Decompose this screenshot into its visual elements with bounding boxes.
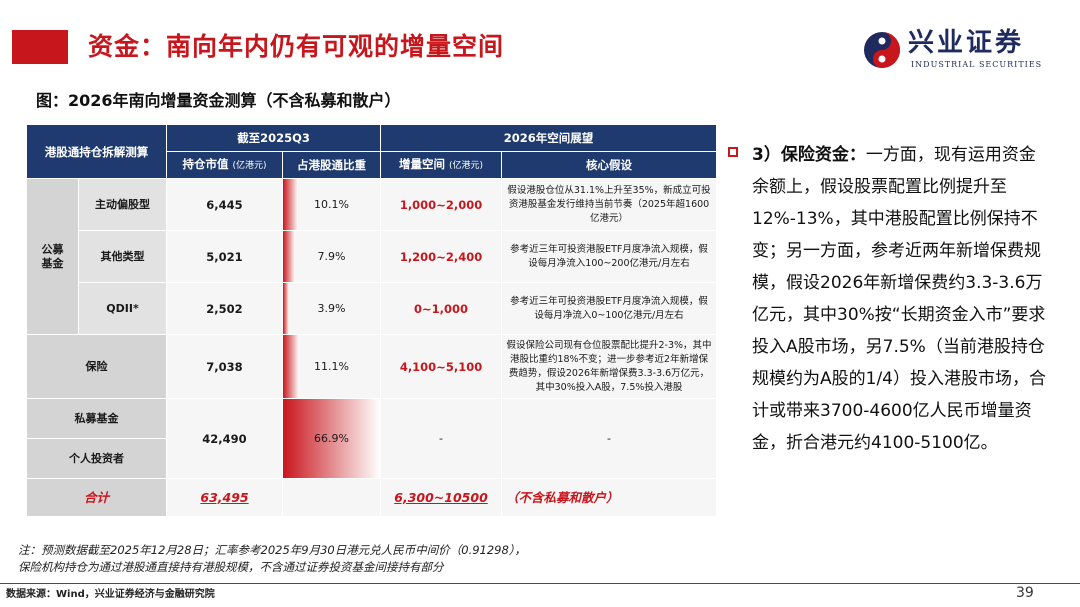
commentary-text: 3）保险资金：一方面，现有运用资金余额上，假设股票配置比例提升至12%-13%，… (752, 139, 1052, 459)
total-label: 合计 (26, 478, 167, 517)
assumption-cell: 参考近三年可投资港股ETF月度净流入规模，假设每月净流入100~200亿港元/月… (501, 230, 718, 283)
table-row: 公募 基金 主动偏股型 6,445 10.1% 1,000~2,000 假设港股… (26, 178, 718, 335)
commentary-body: 一方面，现有运用资金余额上，假设股票配置比例提升至12%-13%，其中港股配置比… (752, 145, 1046, 453)
assumption-cell: - (501, 398, 718, 479)
ratio-bar (283, 399, 381, 478)
group-public-fund: 公募 基金 (26, 178, 79, 335)
increment-cell: 1,000~2,000 (380, 178, 503, 231)
bottom-divider (0, 583, 1080, 584)
page-number: 39 (1016, 585, 1034, 601)
total-row: 合计 63,495 6,300~10500 （不含私募和散户） (26, 478, 718, 517)
assumption-cell: 参考近三年可投资港股ETF月度净流入规模，假设每月净流入0~100亿港元/月左右 (501, 282, 718, 335)
row-label: QDII* (78, 282, 167, 335)
footnote-line-1: 注：预测数据截至2025年12月28日；汇率参考2025年9月30日港元兑人民币… (18, 543, 527, 557)
header-increment: 增量空间 (亿港元) (380, 151, 503, 179)
commentary-heading: 3）保险资金： (752, 145, 866, 165)
ratio-bar (283, 283, 289, 334)
logo-text-en: INDUSTRIAL SECURITIES (911, 60, 1043, 69)
market-value-cell: 7,038 (166, 334, 283, 399)
increment-cell: 4,100~5,100 (380, 334, 503, 399)
header-breakdown: 港股通持仓拆解测算 (26, 124, 167, 179)
header-as-of: 截至2025Q3 (165, 124, 382, 152)
header-ratio: 占港股通比重 (281, 151, 382, 179)
logo-swirl-icon (864, 32, 900, 68)
table-row: 其他类型 5,021 7.9% 1,200~2,400 参考近三年可投资港股ET… (27, 230, 718, 283)
row-label: 主动偏股型 (78, 178, 167, 231)
bullet-square-icon (728, 147, 738, 157)
market-value-cell: 42,490 (166, 398, 283, 479)
ratio-cell: 3.9% (281, 282, 382, 335)
data-source: 数据来源：Wind，兴业证券经济与金融研究院 (6, 589, 215, 600)
total-value: 63,495 (166, 478, 283, 517)
page-title: 资金：南向年内仍有可观的增量空间 (88, 32, 505, 61)
footnote: 注：预测数据截至2025年12月28日；汇率参考2025年9月30日港元兑人民币… (18, 542, 526, 576)
title-accent-block (12, 30, 68, 64)
total-ratio-empty (281, 478, 382, 517)
figure-title: 图：2026年南向增量资金测算（不含私募和散户） (36, 91, 401, 110)
row-label: 其他类型 (78, 230, 167, 283)
market-value-cell: 2,502 (166, 282, 283, 335)
header-outlook: 2026年空间展望 (380, 124, 718, 152)
table-row: 保险 7,038 11.1% 4,100~5,100 假设保险公司现有仓位股票配… (26, 334, 718, 399)
company-logo: 兴业证券 INDUSTRIAL SECURITIES (862, 24, 1062, 76)
table-row: 个人投资者 (26, 438, 717, 479)
assumption-cell: 假设保险公司现有仓位股票配比提升2-3%，其中港股比重约18%不变；进一步参考近… (501, 334, 718, 399)
market-value-cell: 6,445 (166, 178, 283, 231)
ratio-cell: 66.9% (281, 398, 382, 479)
ratio-cell: 11.1% (281, 334, 382, 399)
footnote-line-2: 保险机构持仓为通过港股通直接持有港股规模，不含通过证券投资基金间接持有部分 (18, 560, 444, 574)
table-row: 私募基金 42,490 66.9% - - (26, 398, 718, 479)
assumption-cell: 假设港股仓位从31.1%上升至35%，新成立可投资港股基金发行维持当前节奏（20… (501, 178, 718, 231)
increment-cell: 1,200~2,400 (380, 230, 503, 283)
total-note: （不含私募和散户） (501, 478, 718, 517)
header-market-value: 持仓市值 (亿港元) (166, 151, 283, 179)
market-value-cell: 5,021 (166, 230, 283, 283)
ratio-cell: 10.1% (281, 178, 382, 231)
ratio-bar (283, 179, 298, 230)
logo-text-cn: 兴业证券 (908, 28, 1025, 58)
increment-cell: - (380, 398, 503, 479)
row-label-private-fund: 私募基金 (26, 398, 167, 439)
header-assumption: 核心假设 (501, 151, 718, 179)
row-label: 保险 (26, 334, 167, 399)
southbound-fund-table: 港股通持仓拆解测算 截至2025Q3 2026年空间展望 持仓市值 (亿港元) … (26, 124, 718, 517)
row-label-retail: 个人投资者 (26, 438, 167, 479)
ratio-bar (283, 231, 295, 282)
table-row: QDII* 2,502 3.9% 0~1,000 参考近三年可投资港股ETF月度… (27, 282, 718, 335)
increment-cell: 0~1,000 (380, 282, 503, 335)
total-increment: 6,300~10500 (380, 478, 503, 517)
ratio-cell: 7.9% (281, 230, 382, 283)
ratio-bar (283, 335, 300, 398)
